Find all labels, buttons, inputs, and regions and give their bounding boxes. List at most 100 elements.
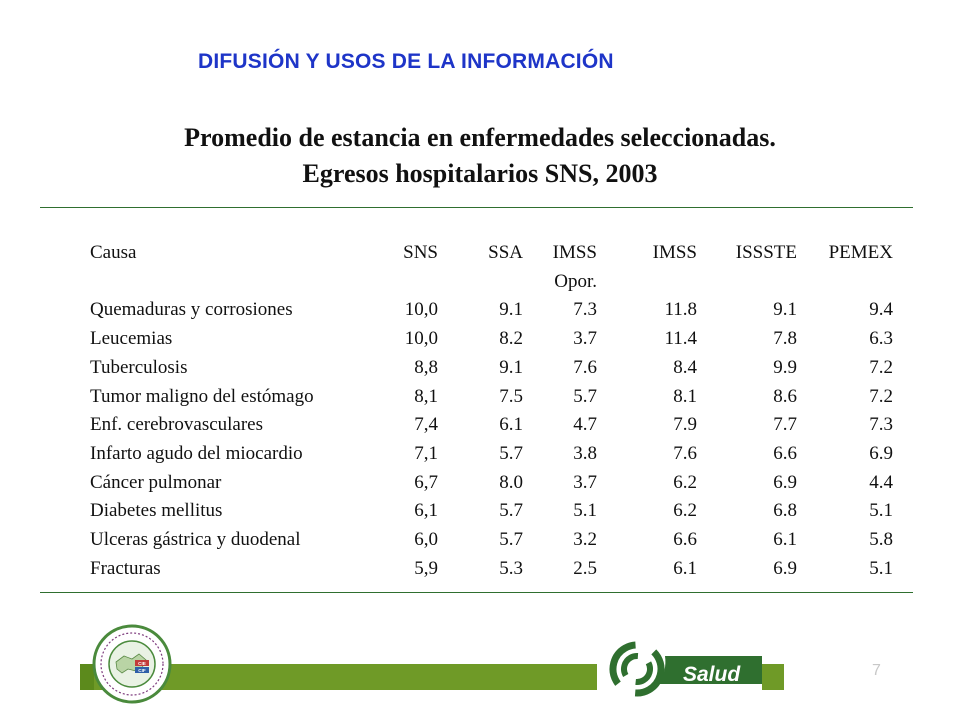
- value-cell: 10,0: [404, 299, 438, 321]
- cause-cell: Leucemias: [90, 328, 173, 350]
- table-row: Tuberculosis 8,8 9.1 7.6 8.4 9.9 7.2: [86, 354, 893, 383]
- value-cell: 6,7: [414, 471, 438, 493]
- value-cell: 9.1: [499, 356, 523, 378]
- value-cell: 5.7: [499, 529, 523, 551]
- value-cell: 3.7: [573, 471, 597, 493]
- header-sub-imss: [597, 268, 697, 297]
- table-header-row: Causa SNS SSA IMSS IMSS ISSSTE PEMEX: [86, 239, 893, 268]
- header-ssa: SSA: [488, 242, 523, 263]
- value-cell: 8,8: [414, 356, 438, 378]
- top-divider: [40, 207, 913, 208]
- value-cell: 3.8: [573, 442, 597, 464]
- value-cell: 6.9: [773, 557, 797, 579]
- institutional-seal-icon: CIE CIF: [92, 624, 172, 704]
- value-cell: 5.7: [499, 442, 523, 464]
- page-title-line-2: Egresos hospitalarios SNS, 2003: [302, 159, 658, 188]
- table-row: Cáncer pulmonar 6,7 8.0 3.7 6.2 6.9 4.4: [86, 469, 893, 498]
- value-cell: 9.1: [773, 299, 797, 321]
- value-cell: 6.9: [773, 471, 797, 493]
- cause-cell: Ulceras gástrica y duodenal: [90, 529, 301, 551]
- header-sub-ssa: [438, 268, 523, 297]
- value-cell: 9.4: [869, 299, 893, 321]
- value-cell: 6.2: [673, 471, 697, 493]
- value-cell: 7.8: [773, 328, 797, 350]
- seal-code-2: CIF: [138, 668, 146, 673]
- value-cell: 5.7: [499, 500, 523, 522]
- cause-cell: Cáncer pulmonar: [90, 471, 222, 493]
- value-cell: 5.7: [573, 385, 597, 407]
- cause-cell: Enf. cerebrovasculares: [90, 414, 264, 436]
- value-cell: 6,0: [414, 529, 438, 551]
- stay-average-table: Causa SNS SSA IMSS IMSS ISSSTE PEMEX Opo…: [86, 239, 893, 583]
- value-cell: 5,9: [414, 557, 438, 579]
- cause-cell: Tumor maligno del estómago: [90, 385, 314, 407]
- seal-code-1: CIE: [138, 661, 146, 666]
- value-cell: 8.2: [499, 328, 523, 350]
- cause-cell: Tuberculosis: [90, 356, 188, 378]
- value-cell: 7.2: [869, 356, 893, 378]
- value-cell: 3.2: [573, 529, 597, 551]
- value-cell: 7.3: [573, 299, 597, 321]
- value-cell: 7.6: [573, 356, 597, 378]
- value-cell: 7.7: [773, 414, 797, 436]
- header-sub-issste: [697, 268, 797, 297]
- header-imss: IMSS: [652, 242, 697, 263]
- table-row: Quemaduras y corrosiones 10,0 9.1 7.3 11.8 9.…: [86, 296, 893, 325]
- value-cell: 6.2: [673, 500, 697, 522]
- header-sub-imss-opor: Opor.: [554, 270, 597, 292]
- table-row: Tumor maligno del estómago 8,1 7.5 5.7 8.1 8.…: [86, 383, 893, 412]
- cause-cell: Fracturas: [90, 557, 161, 579]
- table-row: Fracturas 5,9 5.3 2.5 6.1 6.9 5.1: [86, 555, 893, 584]
- salud-logo: [597, 640, 762, 698]
- value-cell: 7.9: [673, 414, 697, 436]
- value-cell: 6.3: [869, 328, 893, 350]
- value-cell: 7,4: [414, 414, 438, 436]
- table-row: Leucemias 10,0 8.2 3.7 11.4 7.8 6.3: [86, 325, 893, 354]
- value-cell: 7.2: [869, 385, 893, 407]
- value-cell: 6.1: [499, 414, 523, 436]
- value-cell: 6.6: [673, 529, 697, 551]
- value-cell: 6,1: [414, 500, 438, 522]
- value-cell: 6.1: [773, 529, 797, 551]
- value-cell: 6.1: [673, 557, 697, 579]
- value-cell: 8.6: [773, 385, 797, 407]
- page-title-line-1: Promedio de estancia en enfermedades sel…: [184, 123, 776, 152]
- value-cell: 11.4: [664, 328, 697, 350]
- value-cell: 6.8: [773, 500, 797, 522]
- header-sub-sns: [380, 268, 438, 297]
- value-cell: 9.1: [499, 299, 523, 321]
- value-cell: 8.0: [499, 471, 523, 493]
- value-cell: 7.3: [869, 414, 893, 436]
- value-cell: 10,0: [404, 328, 438, 350]
- page-number: 7: [872, 662, 881, 679]
- value-cell: 6.6: [773, 442, 797, 464]
- header-imss-opor: IMSS: [552, 242, 597, 263]
- table-row: Enf. cerebrovasculares 7,4 6.1 4.7 7.9 7.7 7.3: [86, 411, 893, 440]
- header-issste: ISSSTE: [735, 242, 797, 263]
- value-cell: 8.1: [673, 385, 697, 407]
- cause-cell: Quemaduras y corrosiones: [90, 299, 293, 321]
- value-cell: 4.4: [869, 471, 893, 493]
- header-causa: Causa: [90, 242, 137, 263]
- value-cell: 7.5: [499, 385, 523, 407]
- value-cell: 7,1: [414, 442, 438, 464]
- value-cell: 5.1: [869, 557, 893, 579]
- value-cell: 8,1: [414, 385, 438, 407]
- header-sub-pemex: [797, 268, 893, 297]
- table-body: Quemaduras y corrosiones 10,0 9.1 7.3 11.8 9.…: [86, 296, 893, 583]
- value-cell: 3.7: [573, 328, 597, 350]
- table-row: Ulceras gástrica y duodenal 6,0 5.7 3.2 6.6 6…: [86, 526, 893, 555]
- value-cell: 11.8: [664, 299, 697, 321]
- table-row: Infarto agudo del miocardio 7,1 5.7 3.8 7.6 6…: [86, 440, 893, 469]
- cause-cell: Infarto agudo del miocardio: [90, 442, 303, 464]
- value-cell: 7.6: [673, 442, 697, 464]
- value-cell: 5.1: [573, 500, 597, 522]
- value-cell: 6.9: [869, 442, 893, 464]
- header-pemex: PEMEX: [828, 242, 893, 263]
- header-sub-causa: [86, 268, 380, 297]
- value-cell: 8.4: [673, 356, 697, 378]
- value-cell: 2.5: [573, 557, 597, 579]
- value-cell: 5.3: [499, 557, 523, 579]
- table-row: Diabetes mellitus 6,1 5.7 5.1 6.2 6.8 5.1: [86, 497, 893, 526]
- salud-label: Salud: [683, 663, 741, 686]
